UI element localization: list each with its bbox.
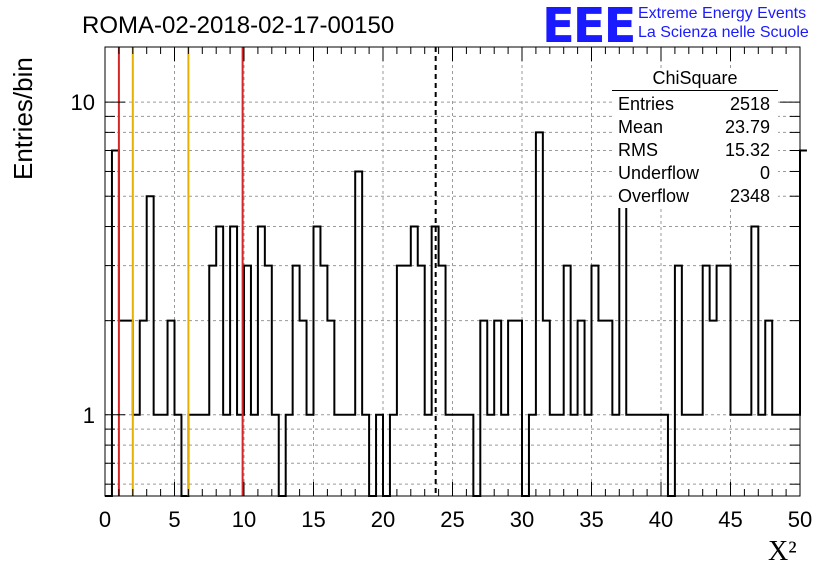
x-tick-label: 5: [168, 507, 180, 532]
stat-label: Underflow: [618, 163, 700, 183]
stat-row-rms: RMS 15.32: [612, 139, 778, 162]
x-tick-label: 40: [649, 507, 673, 532]
logo-line-2: La Scienza nelle Scuole: [638, 24, 809, 41]
stat-row-underflow: Underflow 0: [612, 162, 778, 185]
stat-row-mean: Mean 23.79: [612, 116, 778, 139]
stat-value: 15.32: [724, 140, 770, 160]
x-tick-label: 30: [510, 507, 534, 532]
histogram-outline: [105, 131, 807, 497]
logo-line-1: Extreme Energy Events: [638, 5, 807, 22]
stat-value: 2348: [729, 186, 770, 206]
stat-label: Overflow: [618, 186, 690, 206]
x-tick-label: 45: [718, 507, 742, 532]
x-tick-label: 25: [440, 507, 464, 532]
stat-label: RMS: [618, 140, 658, 160]
stat-label: Mean: [618, 117, 664, 137]
chart-title: ROMA-02-2018-02-17-00150: [82, 12, 395, 39]
y-tick-label: 10: [71, 90, 95, 115]
stat-value: 0: [759, 163, 770, 183]
x-tick-label: 50: [788, 507, 812, 532]
reference-lines: [117, 47, 437, 496]
stats-title: ChiSquare: [612, 68, 778, 91]
stat-value: 23.79: [724, 117, 770, 137]
stat-row-overflow: Overflow 2348: [612, 185, 778, 208]
x-tick-label: 20: [371, 507, 395, 532]
stats-box: ChiSquare Entries 2518 Mean 23.79 RMS 15…: [612, 68, 778, 208]
x-axis-label: X²: [768, 536, 797, 567]
stat-value: 2518: [729, 94, 770, 114]
y-tick-label: 1: [83, 403, 95, 428]
x-tick-label: 15: [301, 507, 325, 532]
eee-logo: EEE: [542, 0, 636, 54]
histogram-series: [105, 131, 807, 497]
axis-ticks: 0 5 10 15 20 25 30 35 40 45 50 1 10: [71, 47, 812, 532]
x-tick-label: 0: [99, 507, 111, 532]
x-tick-label: 10: [232, 507, 256, 532]
x-tick-label: 35: [579, 507, 603, 532]
stat-row-entries: Entries 2518: [612, 93, 778, 116]
stat-label: Entries: [618, 94, 675, 114]
